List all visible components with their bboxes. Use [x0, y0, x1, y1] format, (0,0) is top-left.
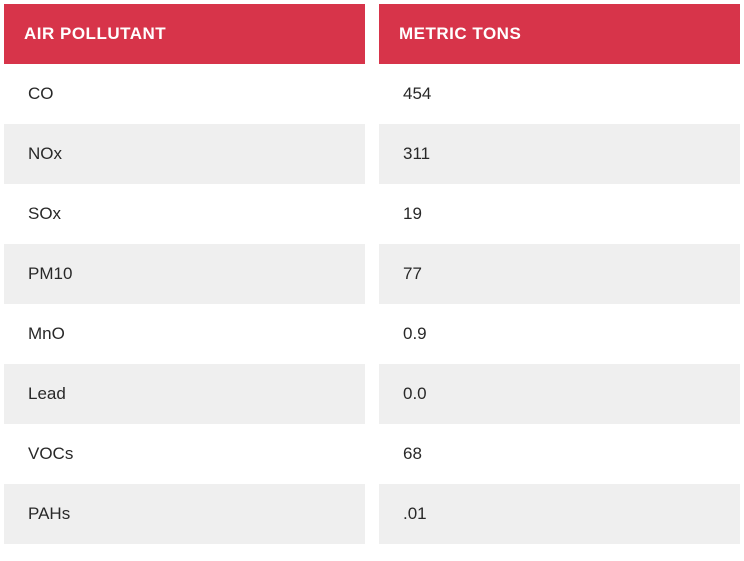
table-cell: PM10: [4, 244, 365, 304]
table-cell: 311: [379, 124, 740, 184]
table-cell: CO: [4, 64, 365, 124]
table-cell: 68: [379, 424, 740, 484]
column-pollutant: AIR POLLUTANT CO NOx SOx PM10 MnO Lead V…: [4, 4, 365, 544]
table-cell: Lead: [4, 364, 365, 424]
table-cell: PAHs: [4, 484, 365, 544]
table-cell: 454: [379, 64, 740, 124]
table-cell: .01: [379, 484, 740, 544]
table-cell: 19: [379, 184, 740, 244]
column-header-metric-tons: METRIC TONS: [379, 4, 740, 64]
table-cell: 0.9: [379, 304, 740, 364]
table-cell: SOx: [4, 184, 365, 244]
table-cell: 0.0: [379, 364, 740, 424]
pollutant-table: AIR POLLUTANT CO NOx SOx PM10 MnO Lead V…: [4, 4, 740, 544]
table-cell: NOx: [4, 124, 365, 184]
table-cell: VOCs: [4, 424, 365, 484]
column-header-pollutant: AIR POLLUTANT: [4, 4, 365, 64]
table-cell: 77: [379, 244, 740, 304]
column-metric-tons: METRIC TONS 454 311 19 77 0.9 0.0 68 .01: [379, 4, 740, 544]
table-cell: MnO: [4, 304, 365, 364]
